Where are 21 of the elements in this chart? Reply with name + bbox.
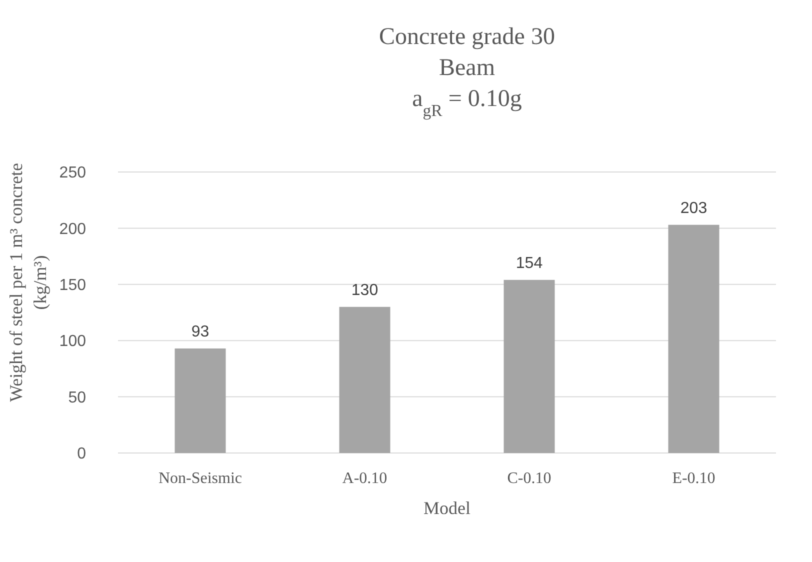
y-tick-label: 250 xyxy=(59,164,86,182)
data-label: 93 xyxy=(191,323,210,340)
data-label: 203 xyxy=(680,200,708,217)
data-label: 130 xyxy=(351,282,378,299)
y-tick-label: 50 xyxy=(68,389,86,406)
x-tick-label: A-0.10 xyxy=(342,470,388,487)
chart-title: Concrete grade 30 Beam a$_{gR}$ = 0.10g xyxy=(379,24,555,120)
bar xyxy=(339,306,390,453)
bar xyxy=(504,280,555,453)
x-tick-label: E-0.10 xyxy=(672,470,716,487)
y-tick-label: 0 xyxy=(77,446,86,463)
data-label: 154 xyxy=(516,254,543,272)
x-axis-title: Model xyxy=(424,498,470,518)
y-tick-label: 100 xyxy=(59,333,86,350)
x-tick-label: Non-Seismic xyxy=(158,470,242,487)
y-axis-title: Weight of steel per 1 m³ concrete (kg/m³) xyxy=(6,163,50,402)
bar xyxy=(668,224,720,453)
bar xyxy=(174,348,226,453)
x-tick-label: C-0.10 xyxy=(507,470,552,487)
y-tick-label: 200 xyxy=(59,220,86,238)
y-tick-label: 150 xyxy=(59,277,86,294)
